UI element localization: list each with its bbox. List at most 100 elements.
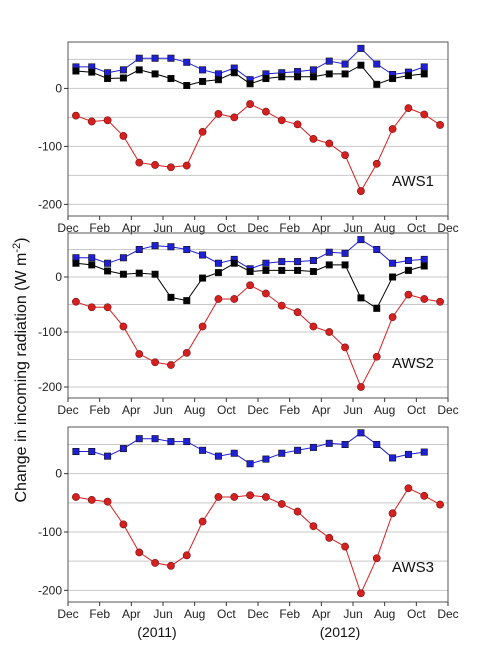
data-point-blue <box>309 66 317 74</box>
series-line-blue <box>75 238 425 270</box>
x-tick-label: Jun <box>343 403 362 417</box>
x-tick-label: Apr <box>312 403 331 417</box>
x-tick-label: Apr <box>122 607 141 621</box>
data-point-blue <box>294 258 302 266</box>
y-tick-label: -200 <box>38 583 62 597</box>
data-point-red <box>246 100 254 108</box>
x-tick-label: Apr <box>312 607 331 621</box>
data-point-blue <box>325 439 333 447</box>
series-line-red <box>75 284 441 389</box>
x-tick-label: Dec <box>247 403 268 417</box>
data-point-blue <box>135 246 143 254</box>
data-point-red <box>214 110 223 118</box>
data-point-black <box>72 259 80 267</box>
data-point-blue <box>357 44 365 52</box>
x-tick-label: Dec <box>437 403 458 417</box>
y-tick-label: -100 <box>38 325 62 339</box>
data-point-red <box>388 509 397 518</box>
data-point-blue <box>214 452 222 460</box>
data-point-red <box>151 161 159 169</box>
data-point-red <box>72 493 80 501</box>
data-point-black <box>373 304 381 312</box>
data-point-red <box>214 295 223 303</box>
data-point-red <box>214 493 223 501</box>
x-tick-label: Aug <box>184 607 205 621</box>
data-point-red <box>87 496 96 504</box>
data-point-blue <box>199 66 207 74</box>
y-tick-label: -100 <box>38 525 62 539</box>
data-point-blue <box>88 254 96 262</box>
x-tick-label: Oct <box>407 607 426 621</box>
data-point-red <box>103 116 112 125</box>
x-tick-label: Feb <box>89 607 110 621</box>
data-point-blue <box>167 438 175 446</box>
data-point-blue <box>325 57 333 65</box>
y-tick-label: 0 <box>55 270 62 284</box>
data-point-black <box>183 297 191 305</box>
data-point-blue <box>309 443 317 451</box>
data-point-blue <box>135 54 143 62</box>
x-tick-label: Apr <box>122 221 141 235</box>
data-point-black <box>294 73 302 81</box>
data-point-blue <box>278 449 286 457</box>
x-tick-label: Jun <box>343 607 362 621</box>
data-point-black <box>341 70 349 78</box>
data-point-red <box>325 139 334 148</box>
data-point-red <box>404 484 413 493</box>
x-tick-label: Oct <box>407 403 426 417</box>
data-point-black <box>278 266 286 274</box>
data-point-red <box>309 522 318 531</box>
y-axis-title-close: ) <box>13 238 30 243</box>
data-point-black <box>167 293 175 301</box>
data-point-blue <box>341 440 349 448</box>
data-point-black <box>246 80 254 88</box>
data-point-blue <box>420 448 428 456</box>
data-point-blue <box>373 246 381 254</box>
data-point-red <box>277 301 286 310</box>
data-point-blue <box>183 246 191 254</box>
data-point-black <box>357 61 365 69</box>
data-point-blue <box>119 445 127 453</box>
data-point-red <box>198 322 207 331</box>
data-point-red <box>436 121 444 129</box>
data-point-black <box>230 259 238 267</box>
data-point-red <box>341 343 349 352</box>
data-point-red <box>72 111 80 120</box>
y-tick-label: -100 <box>38 139 62 153</box>
data-point-red <box>436 500 444 509</box>
data-point-blue <box>104 259 112 267</box>
data-point-red <box>357 187 365 195</box>
data-point-red <box>135 158 144 167</box>
x-tick-label: Aug <box>374 221 395 235</box>
data-point-blue <box>135 435 143 443</box>
data-point-black <box>199 274 207 282</box>
data-point-blue <box>167 54 175 62</box>
data-point-red <box>293 120 302 129</box>
x-tick-label: Aug <box>374 403 395 417</box>
data-point-red <box>357 383 365 391</box>
data-point-black <box>104 267 112 275</box>
data-point-black <box>325 261 333 269</box>
data-point-red <box>198 517 207 526</box>
data-point-black <box>420 262 428 270</box>
data-point-black <box>183 82 191 90</box>
data-point-red <box>103 303 112 312</box>
data-point-red <box>230 295 239 303</box>
data-point-red <box>119 322 128 331</box>
x-tick-label: Dec <box>437 607 458 621</box>
data-point-red <box>388 125 397 133</box>
data-point-black <box>309 73 317 81</box>
data-point-red <box>341 542 349 551</box>
data-point-red <box>151 358 159 367</box>
data-point-black <box>389 273 397 281</box>
data-point-red <box>167 163 175 172</box>
data-point-red <box>325 328 334 336</box>
y-tick-label: 0 <box>55 467 62 481</box>
data-point-black <box>278 73 286 81</box>
data-point-blue <box>119 254 127 262</box>
data-point-red <box>309 134 318 143</box>
data-point-blue <box>88 447 96 455</box>
data-point-red <box>277 500 286 508</box>
x-tick-label: Feb <box>279 403 300 417</box>
data-point-blue <box>199 251 207 259</box>
